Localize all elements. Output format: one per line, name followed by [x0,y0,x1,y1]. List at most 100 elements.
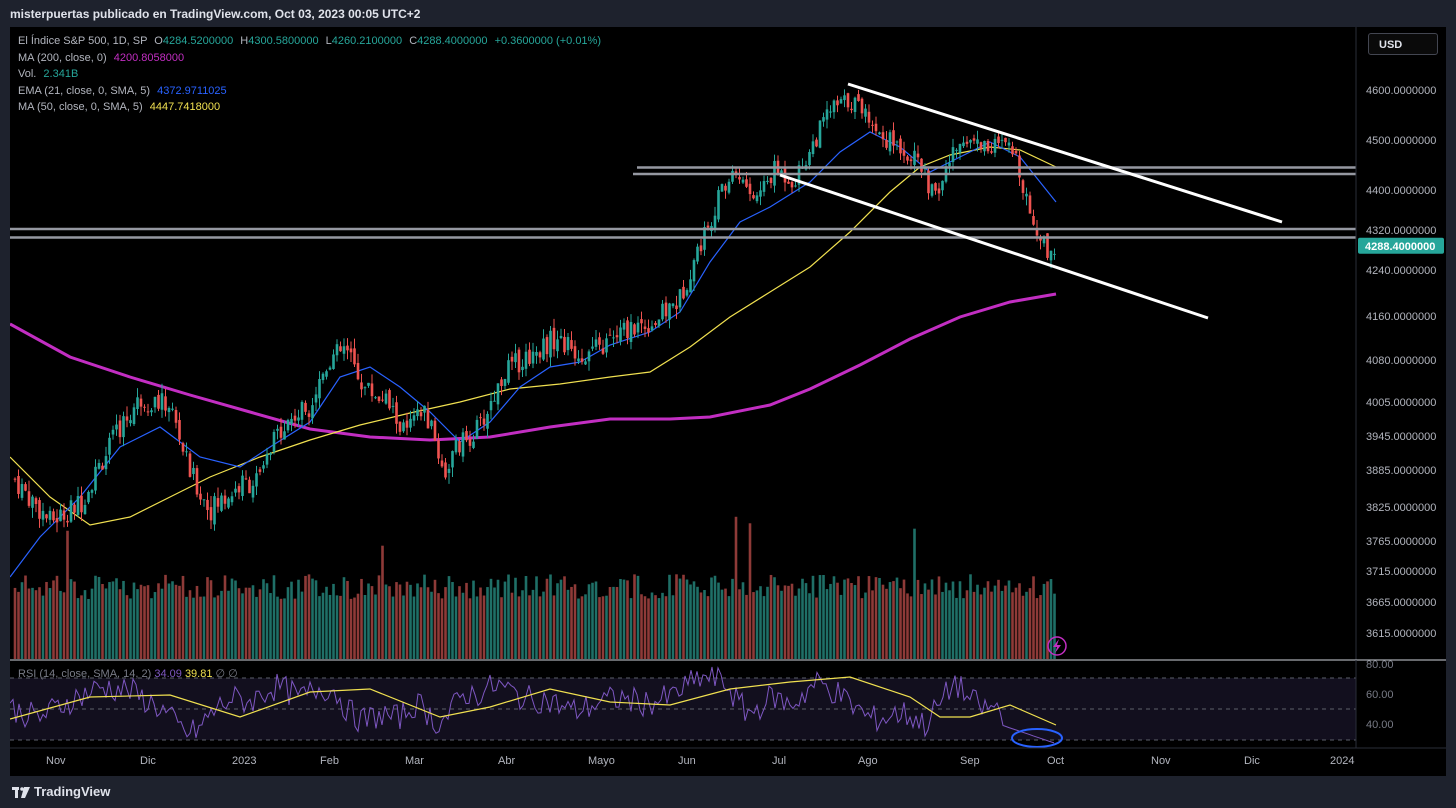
candle-body [510,356,514,362]
volume-bar [836,582,839,659]
volume-bar [696,586,699,659]
volume-bar [437,593,440,659]
ema21-label: EMA (21, close, 0, SMA, 5) [18,84,151,97]
ma50-line [10,146,1057,526]
price-tick-label: 3665.0000000 [1366,597,1436,609]
volume-bar [818,575,822,659]
volume-bar [545,578,549,659]
volume-bar [377,575,381,659]
volume-bar [878,578,881,659]
candle-body [1011,146,1014,155]
candle-body [671,303,675,307]
candle-body [930,184,934,196]
volume-bar [199,596,202,659]
volume-bar [920,594,923,659]
candle-body [444,462,447,478]
candle-body [185,451,188,453]
candle-body [181,443,185,452]
volume-bar [682,574,685,659]
candle-body [594,339,598,347]
volume-bar [934,594,937,659]
candle-body [769,178,773,184]
ma200-line [10,292,1057,442]
volume-bar [577,598,580,659]
time-tick-label: Feb [320,755,339,767]
volume-bar [38,587,41,659]
last-price-tag [1358,237,1444,254]
volume-bar [622,579,626,659]
time-tick-label: Dic [1244,755,1260,767]
candle-body [612,337,615,339]
candle-body [633,324,636,335]
volume-bar [447,576,451,659]
candle-body [717,190,720,220]
time-tick-label: Nov [46,755,66,767]
volume-bar [811,575,815,659]
lightning-icon[interactable] [1047,636,1067,656]
volume-bar [647,598,650,659]
price-chart-svg[interactable]: 4600.0000000 4500.0000000 4400.0000000 4320… [10,27,1446,776]
volume-bar [559,579,563,659]
legend-ma200-row[interactable]: MA (200, close, 0) 4200.8058000 [18,50,601,67]
volume-bar [482,595,486,659]
candle-body [1000,139,1004,141]
volume-bar [850,582,853,659]
volume-bar [762,596,766,659]
chart-pane[interactable]: 4600.0000000 4500.0000000 4400.0000000 4320… [10,27,1446,776]
volume-bar [1004,585,1007,659]
volume-bar [332,583,335,659]
candle-body [972,138,976,141]
volume-bar [118,589,122,659]
volume-bar [517,596,521,659]
price-tick-label: 4160.0000000 [1366,311,1436,323]
candle-body [20,483,24,498]
volume-bar [776,585,780,659]
legend-ma50-row[interactable]: MA (50, close, 0, SMA, 5) 4447.7418000 [18,99,601,116]
time-tick-label: Dic [140,755,156,767]
volume-bar [1000,590,1004,659]
candle-body [951,147,955,163]
volume-bar [864,592,867,659]
volume-bar [979,594,983,659]
volume-bar [1028,588,1032,659]
candle-body [514,353,517,363]
volume-bar [286,587,290,659]
candle-body [899,138,902,154]
volume-bar [500,597,503,659]
legend-ema21-row[interactable]: EMA (21, close, 0, SMA, 5) 4372.9711025 [18,83,601,100]
candle-body [426,409,430,429]
candle-body [724,185,727,191]
candle-body [24,484,27,491]
candle-body [206,499,209,510]
candle-body [90,490,94,493]
tradingview-brand[interactable]: TradingView [12,784,110,799]
candle-body [591,346,594,349]
currency-button[interactable]: USD [1368,33,1438,55]
volume-bar [598,597,601,659]
price-tick-label: 4080.0000000 [1366,355,1436,367]
candle-body [815,139,818,147]
candle-body [192,467,195,475]
volume-bar [342,577,346,659]
volume-bar [90,588,94,659]
volume-bar [24,575,27,659]
symbol-label[interactable]: El Índice S&P 500, 1D, SP [18,35,148,47]
price-scale-bg [1356,27,1446,776]
volume-bar [433,579,437,659]
time-tick-label: Nov [1151,755,1171,767]
volume-bar [710,577,713,659]
candle-body [622,322,626,330]
candle-body [535,352,538,356]
volume-bar [930,579,934,659]
volume-bar [265,583,269,659]
legend-volume-row[interactable]: Vol. 2.341B [18,66,601,83]
volume-bar [510,592,514,659]
volume-bar [703,590,706,659]
candle-body [811,141,815,155]
rsi-legend[interactable]: RSI (14, close, SMA, 14, 2) 34.09 39.81 … [18,667,238,680]
volume-bar [801,578,804,659]
candle-body [969,139,972,143]
candle-body [335,344,339,356]
candle-body [391,405,395,407]
candle-body [825,109,829,120]
